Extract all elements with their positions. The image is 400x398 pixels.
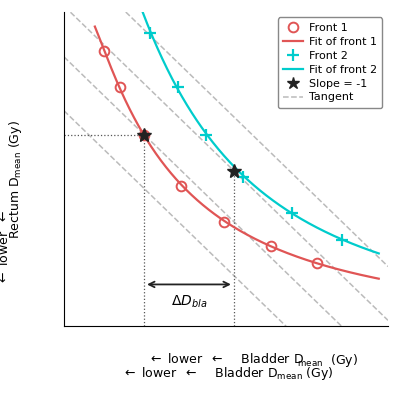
- Legend: Front 1, Fit of front 1, Front 2, Fit of front 2, Slope = -1, Tangent: Front 1, Fit of front 1, Front 2, Fit of…: [278, 18, 382, 108]
- Text: $\leftarrow$ lower  $\leftarrow$    Bladder D: $\leftarrow$ lower $\leftarrow$ Bladder …: [148, 351, 304, 365]
- Text: Rectum D$_{\mathregular{mean}}$ (Gy): Rectum D$_{\mathregular{mean}}$ (Gy): [8, 120, 24, 238]
- Text: $\Delta D_{bla}$: $\Delta D_{bla}$: [171, 293, 207, 310]
- Text: $\leftarrow$ lower  $\leftarrow$    Bladder D$_{\mathregular{mean}}$ (Gy): $\leftarrow$ lower $\leftarrow$ Bladder …: [122, 365, 334, 382]
- Text: $\leftarrow$ lower  $\leftarrow$: $\leftarrow$ lower $\leftarrow$: [0, 209, 11, 285]
- Text: $_\mathregular{mean}$  (Gy): $_\mathregular{mean}$ (Gy): [297, 351, 358, 369]
